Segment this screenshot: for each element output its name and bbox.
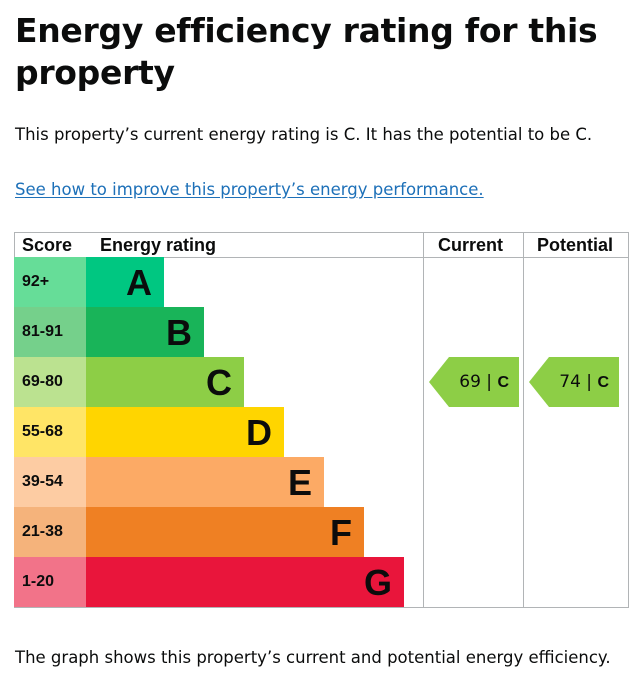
band-score-f: 21-38	[14, 507, 86, 557]
header-potential: Potential	[537, 235, 614, 255]
band-bar-a: A	[86, 257, 164, 307]
column-divider-current	[423, 232, 424, 608]
header-current: Current	[438, 235, 504, 255]
header-divider	[14, 257, 629, 258]
band-score-c: 69-80	[14, 357, 86, 407]
improve-energy-link[interactable]: See how to improve this property’s energ…	[15, 180, 484, 199]
band-row-f: 21-38 F	[14, 507, 423, 557]
band-score-e: 39-54	[14, 457, 86, 507]
page-title: Energy efficiency rating for this proper…	[15, 11, 598, 92]
rating-summary: This property’s current energy rating is…	[15, 125, 593, 144]
graph-description: The graph shows this property’s current …	[15, 648, 611, 667]
band-score-d: 55-68	[14, 407, 86, 457]
column-divider-potential	[523, 232, 524, 608]
current-letter-value: C	[497, 374, 509, 391]
band-row-c: 69-80 C	[14, 357, 423, 407]
current-rating-indicator: 69 | C	[429, 357, 519, 407]
band-score-b: 81-91	[14, 307, 86, 357]
band-bar-e: E	[86, 457, 324, 507]
potential-indicator-arrow	[529, 357, 619, 407]
band-bar-g: G	[86, 557, 404, 607]
band-bar-c: C	[86, 357, 244, 407]
band-bar-f: F	[86, 507, 364, 557]
potential-rating-indicator: 74 | C	[529, 357, 619, 407]
current-indicator-arrow	[429, 357, 519, 407]
header-energy-rating: Energy rating	[100, 235, 217, 255]
potential-separator: |	[580, 372, 598, 392]
current-separator: |	[480, 372, 498, 392]
band-bar-b: B	[86, 307, 204, 357]
current-score-value: 69	[459, 372, 481, 392]
energy-rating-chart: Score Energy rating Current Potential 92…	[14, 232, 629, 608]
band-row-b: 81-91 B	[14, 307, 423, 357]
potential-letter-value: C	[597, 374, 609, 391]
header-score: Score	[22, 235, 73, 255]
band-bar-d: D	[86, 407, 284, 457]
band-row-g: 1-20 G	[14, 557, 423, 607]
potential-score-value: 74	[559, 372, 581, 392]
band-row-e: 39-54 E	[14, 457, 423, 507]
band-row-d: 55-68 D	[14, 407, 423, 457]
band-row-a: 92+ A	[14, 257, 423, 307]
band-score-a: 92+	[14, 257, 86, 307]
potential-rating-label: 74 | C	[559, 357, 609, 407]
band-score-g: 1-20	[14, 557, 86, 607]
current-rating-label: 69 | C	[459, 357, 509, 407]
